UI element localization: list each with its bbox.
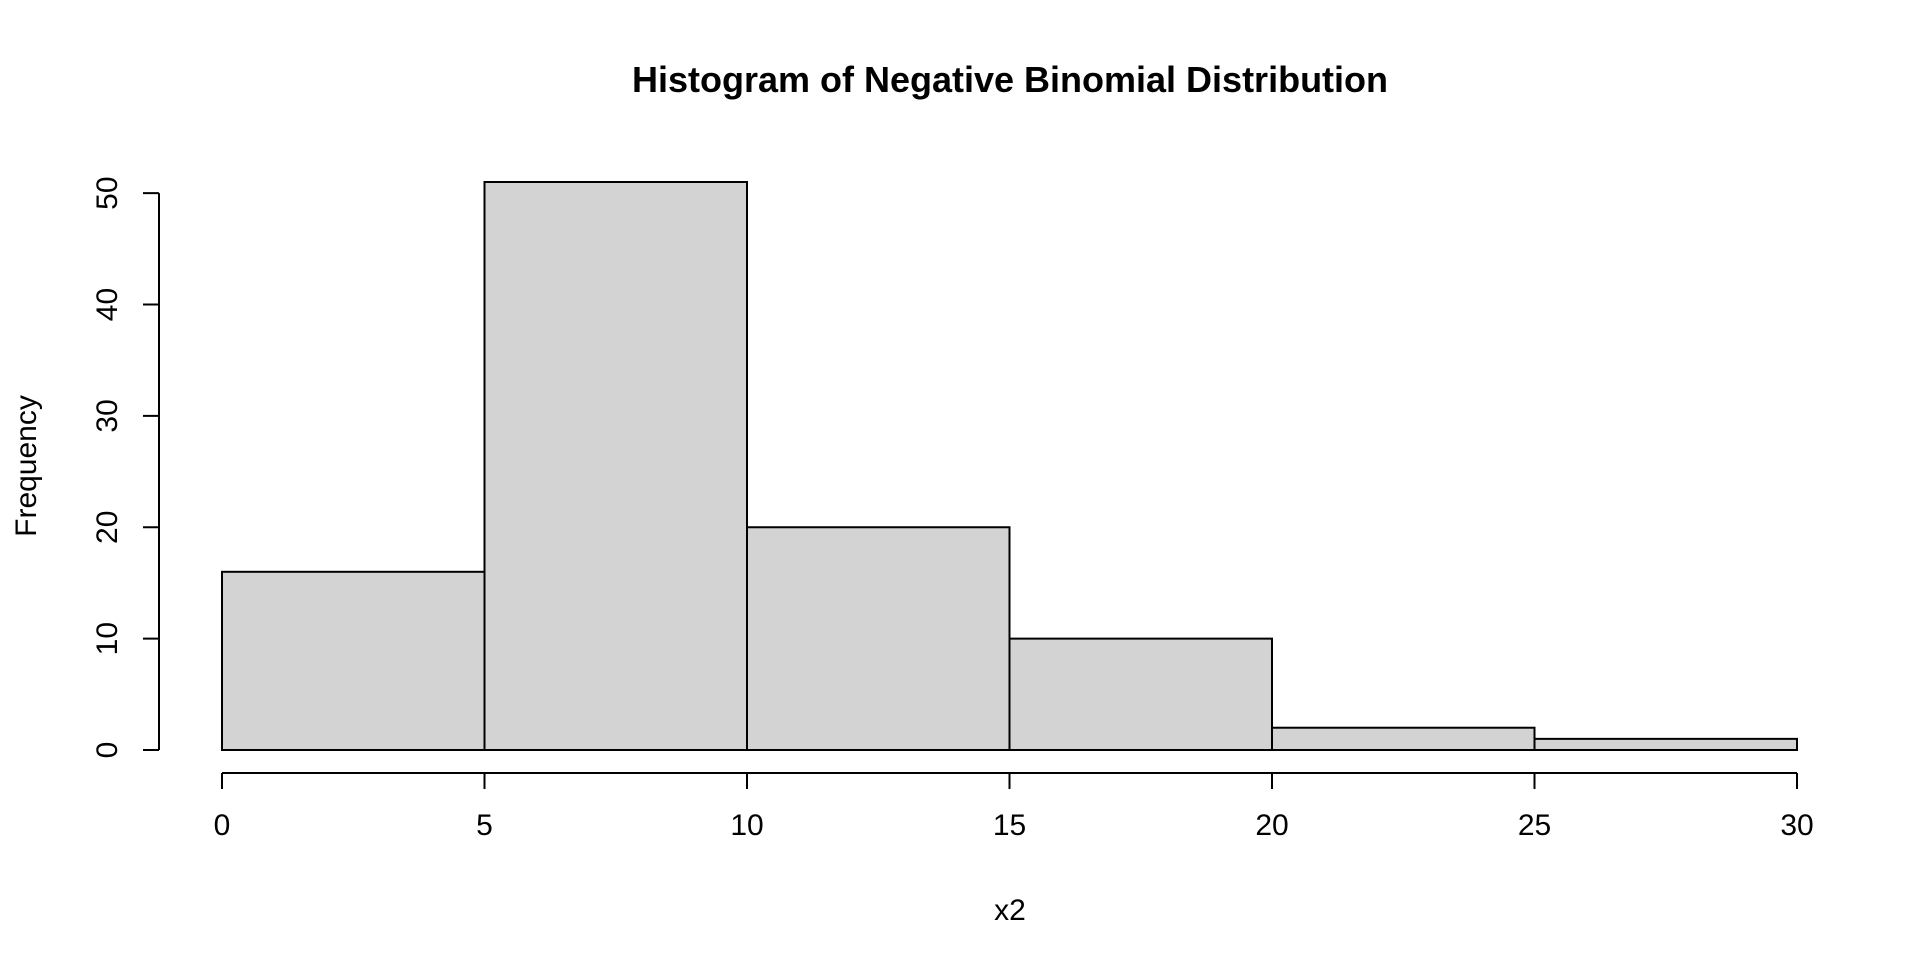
y-tick-label: 40	[91, 288, 124, 321]
y-tick-label: 30	[91, 399, 124, 432]
y-axis: 0 10 20 30 40 50	[91, 176, 160, 758]
x-tick-label: 30	[1780, 809, 1813, 842]
x-tick-label: 20	[1255, 809, 1288, 842]
x-axis: 0 5 10 15 20 25 30	[214, 772, 1814, 842]
x-axis-label: x2	[994, 894, 1026, 927]
histogram-bar-5	[1271, 726, 1536, 751]
histogram-bars	[221, 181, 1798, 751]
histogram-bar-6	[1533, 737, 1798, 751]
y-tick-label: 10	[91, 622, 124, 655]
histogram-bar-3	[746, 526, 1011, 751]
chart-title: Histogram of Negative Binomial Distribut…	[632, 59, 1388, 100]
histogram-bar-4	[1008, 637, 1273, 751]
y-tick-label: 20	[91, 511, 124, 544]
x-tick-label: 15	[993, 809, 1026, 842]
histogram-bar-2	[483, 181, 748, 751]
y-ticks: 0 10 20 30 40 50	[91, 176, 159, 758]
y-axis-label: Frequency	[10, 395, 43, 537]
histogram-bar-1	[221, 570, 486, 751]
x-tick-label: 10	[730, 809, 763, 842]
x-ticks: 0 5 10 15 20 25 30	[214, 773, 1814, 842]
x-tick-label: 25	[1518, 809, 1551, 842]
x-tick-label: 0	[214, 809, 231, 842]
y-tick-label: 50	[91, 176, 124, 209]
x-tick-label: 5	[476, 809, 493, 842]
y-tick-label: 0	[91, 742, 124, 759]
